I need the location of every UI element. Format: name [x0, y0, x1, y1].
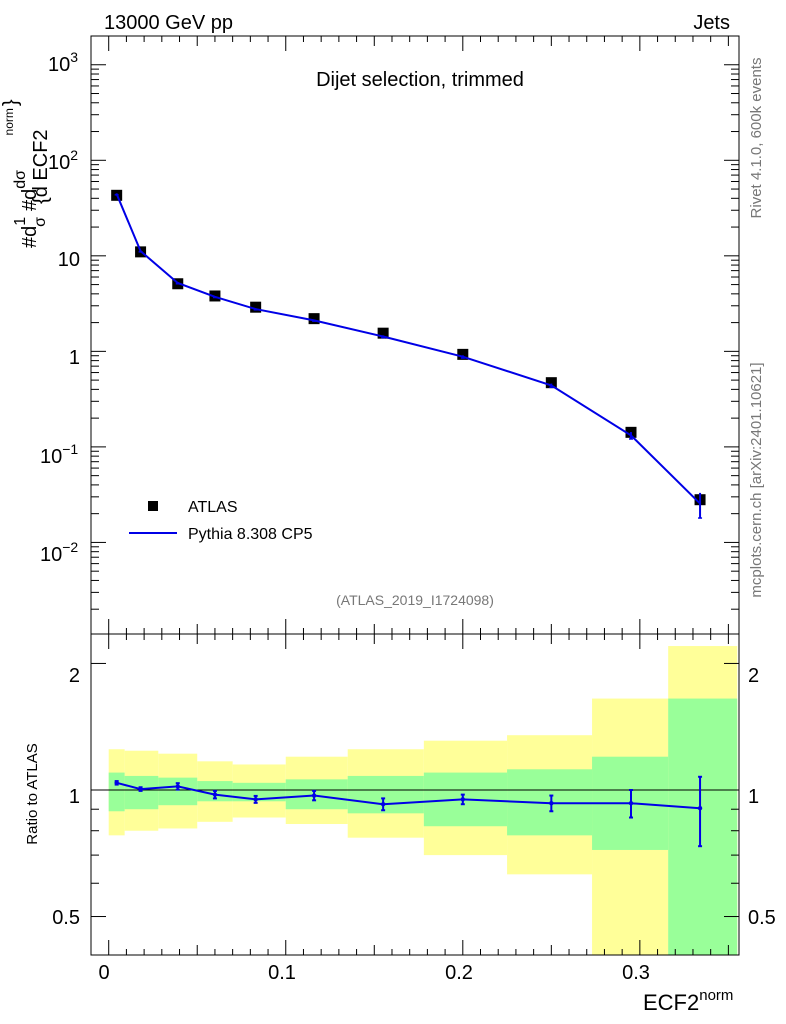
- rivet-label: Rivet 4.1.0, 600k events: [748, 58, 765, 219]
- process-label: Jets: [693, 12, 730, 34]
- ratio-point-5: [311, 793, 317, 798]
- main-y-tick-labels: 103 102 10 1 10−1 10−2: [40, 49, 80, 566]
- ratio-point-8: [549, 801, 554, 806]
- ratio-tick-1-left: 1: [69, 786, 80, 808]
- data-point-7: [457, 348, 469, 360]
- ratio-tick-2-left: 2: [69, 665, 80, 687]
- ratio-point-6: [380, 802, 386, 807]
- ratio-point-4: [253, 797, 258, 802]
- ratio-tick-2-right: 2: [748, 665, 759, 687]
- y-tick-1e-1: 10−1: [40, 441, 78, 468]
- legend-data-label: ATLAS: [188, 499, 238, 516]
- axis-ticks: [91, 35, 739, 955]
- legend: ATLAS Pythia 8.308 CP5: [129, 499, 313, 543]
- x-tick-0.3: 0.3: [622, 962, 650, 984]
- y-tick-1: 1: [69, 347, 80, 369]
- main-plot: [111, 189, 706, 519]
- y-tick-1e3: 103: [48, 49, 78, 76]
- y-tick-1e2: 102: [48, 147, 78, 174]
- band-inner-0: [108, 772, 125, 812]
- band-inner-2: [158, 777, 198, 806]
- ratio-tick-0.5-left: 0.5: [52, 907, 80, 929]
- ratio-point-1: [138, 786, 143, 792]
- data-point-5: [308, 313, 320, 325]
- x-tick-0.1: 0.1: [268, 962, 296, 984]
- x-tick-0: 0: [98, 962, 109, 984]
- ratio-tick-0.5-right: 0.5: [748, 907, 776, 929]
- ratio-point-3: [212, 792, 218, 797]
- ratio-tick-1-right: 1: [748, 786, 759, 808]
- legend-data-marker: [148, 501, 158, 511]
- data-point-6: [377, 327, 389, 339]
- x-tick-0.2: 0.2: [445, 962, 473, 984]
- x-tick-labels: 0 0.1 0.2 0.3: [98, 962, 649, 984]
- analysis-id: (ATLAS_2019_I1724098): [336, 592, 494, 608]
- plot-title: Dijet selection, trimmed: [316, 69, 524, 91]
- main-y-axis-title: #d1 σ#ddσ{d ECF2norm}: [0, 99, 52, 248]
- energy-label: 13000 GeV pp: [104, 12, 233, 34]
- data-point-4: [250, 301, 262, 313]
- band-inner-1: [124, 775, 159, 810]
- y-tick-10: 10: [58, 249, 80, 271]
- ratio-point-10: [697, 806, 703, 811]
- ratio-plot: [91, 646, 739, 955]
- ratio-point-7: [460, 797, 466, 802]
- legend-mc-label: Pythia 8.308 CP5: [188, 526, 313, 543]
- band-inner-6: [347, 775, 424, 814]
- data-point-8: [545, 377, 557, 389]
- ratio-plot-frame: [90, 633, 740, 956]
- y-tick-1e-2: 10−2: [40, 539, 78, 566]
- band-inner-5: [285, 779, 348, 810]
- band-inner-10: [668, 698, 738, 955]
- mcplots-label: mcplots.cern.ch [arXiv:2401.10621]: [748, 362, 765, 597]
- x-axis-title: ECF2norm: [643, 987, 733, 1015]
- ratio-y-axis-title: Ratio to ATLAS: [24, 743, 41, 844]
- ratio-point-2: [175, 784, 180, 789]
- band-inner-4: [232, 782, 286, 802]
- ratio-point-0: [114, 780, 119, 786]
- ratio-point-9: [628, 801, 634, 806]
- svg-text:#d1σ#ddσ{d ECF2norm}: #d1 σ#ddσ{d ECF2norm}: [0, 99, 52, 248]
